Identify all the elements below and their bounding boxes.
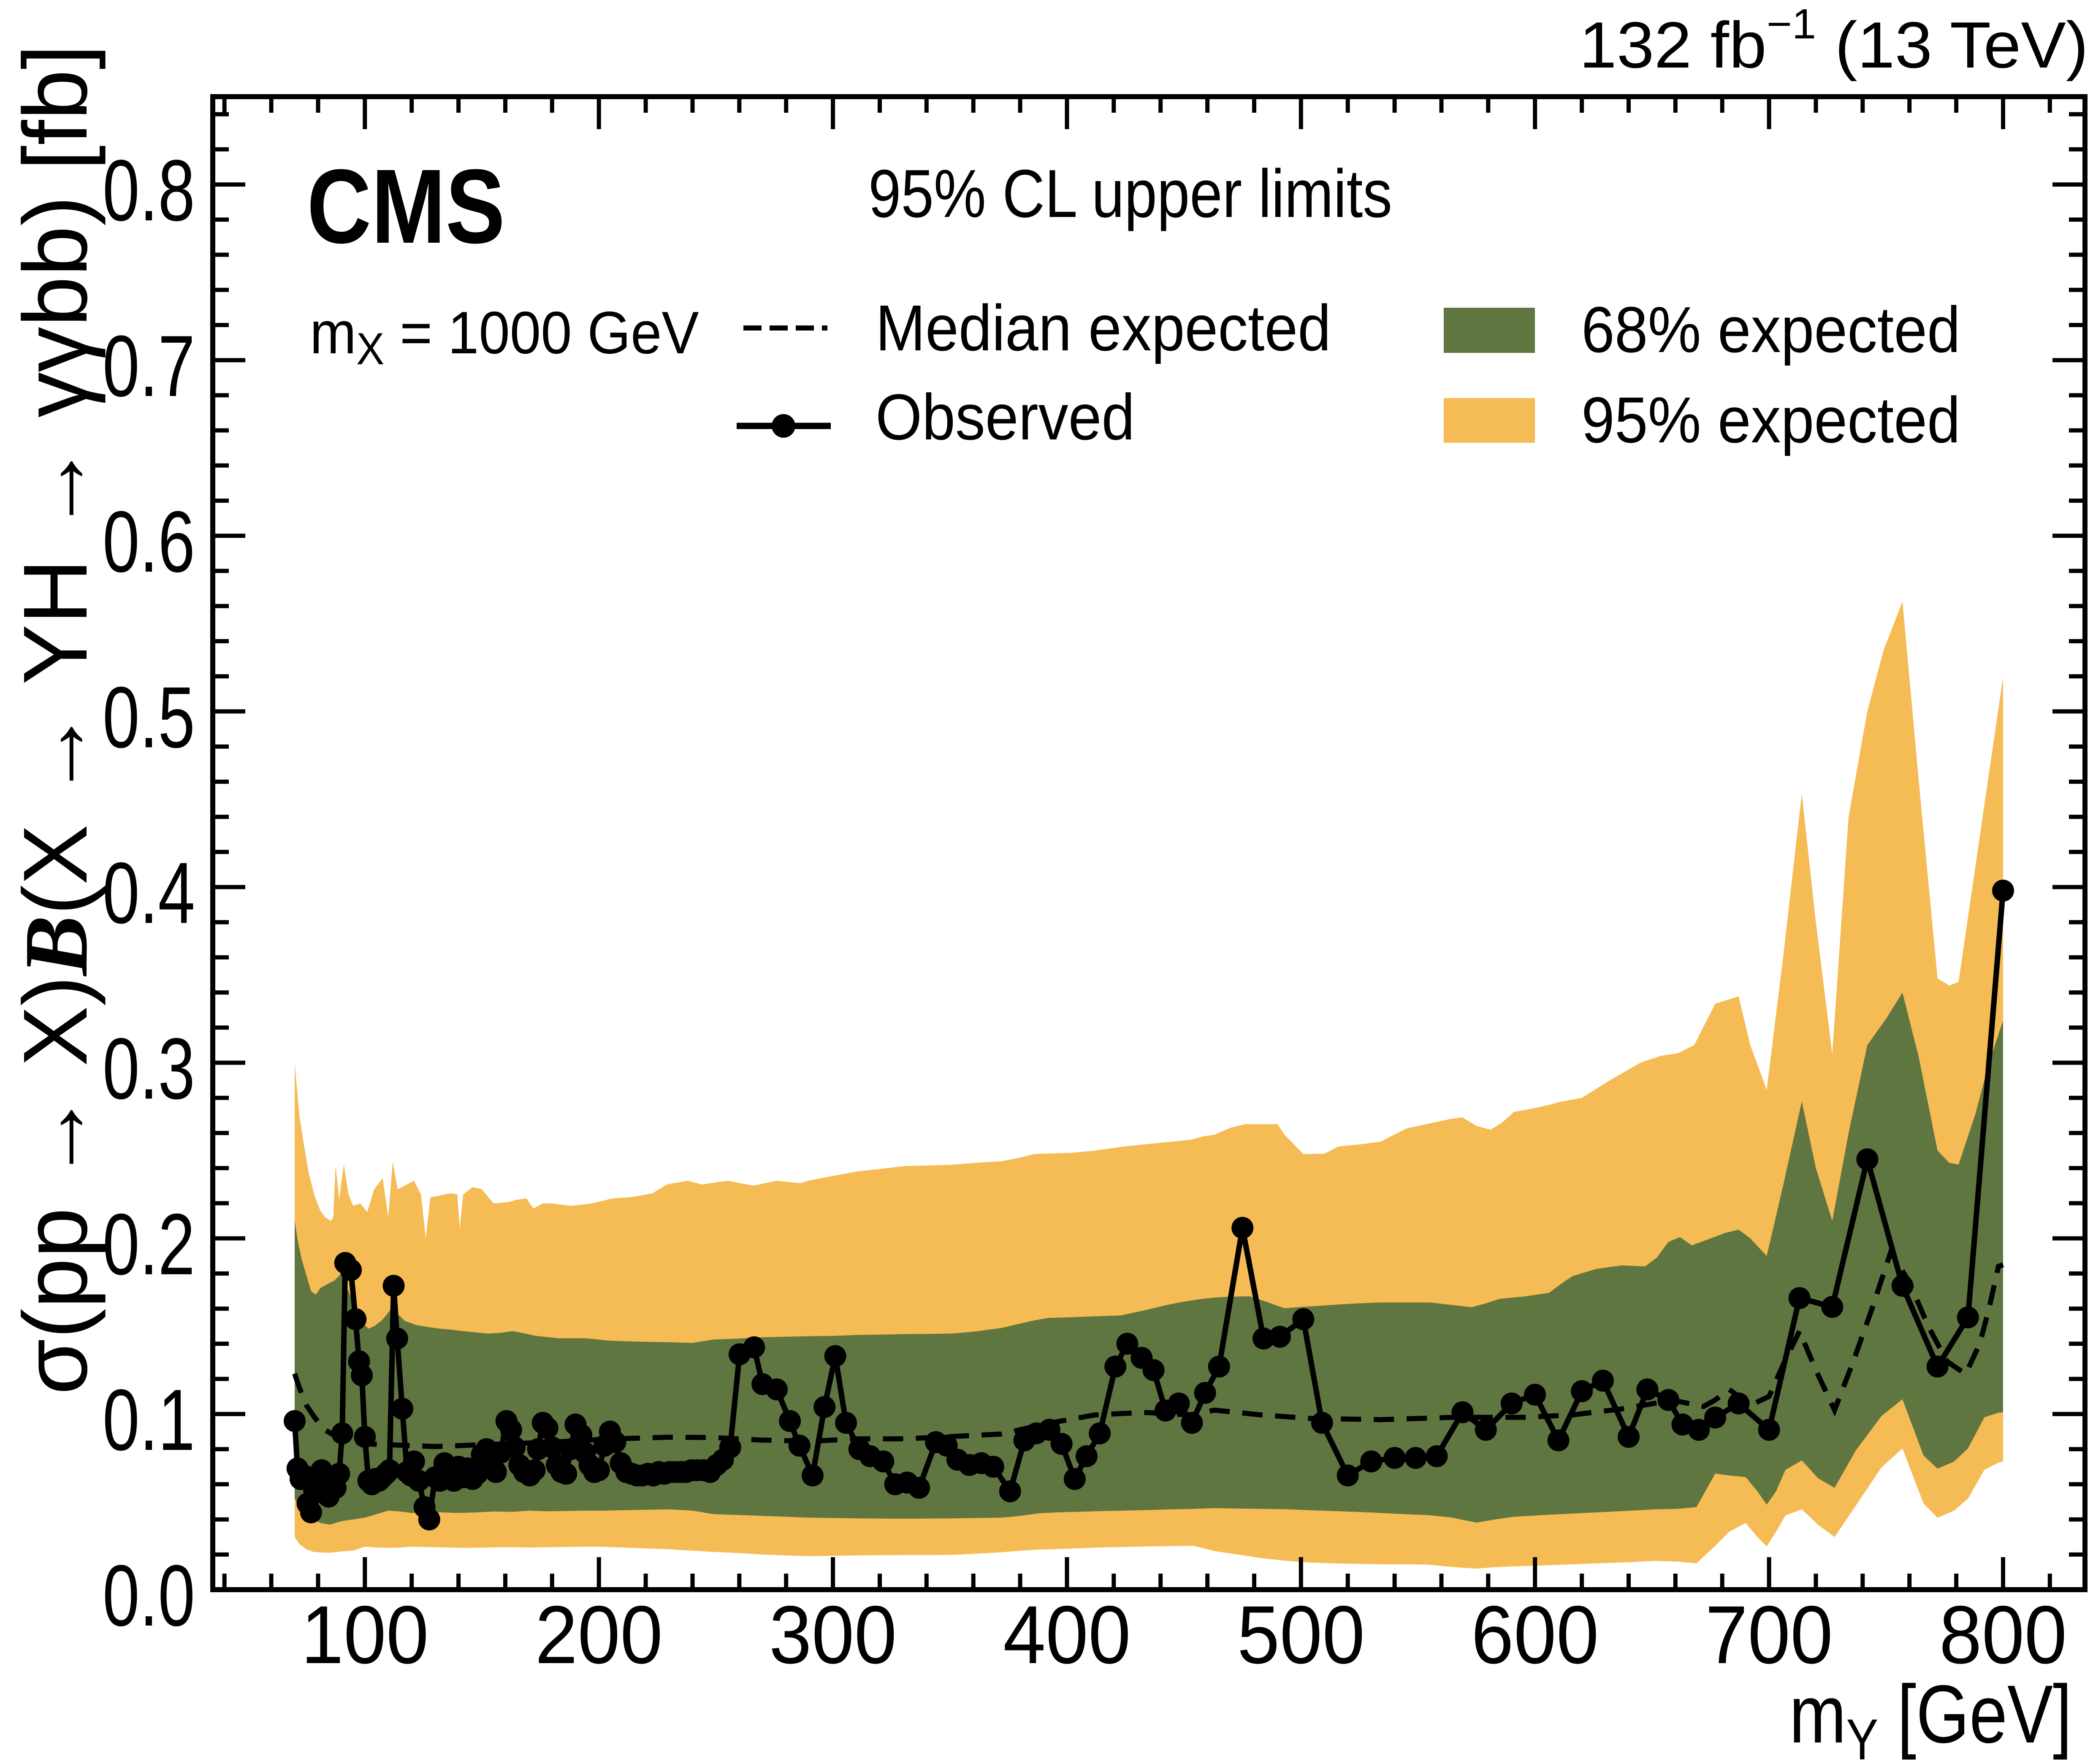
svg-text:Observed: Observed bbox=[876, 381, 1135, 454]
svg-text:100: 100 bbox=[301, 1589, 429, 1680]
svg-text:68% expected: 68% expected bbox=[1581, 294, 1960, 366]
svg-text:0.6: 0.6 bbox=[103, 493, 195, 590]
svg-text:0.7: 0.7 bbox=[103, 317, 195, 415]
svg-text:0.1: 0.1 bbox=[103, 1371, 195, 1468]
svg-text:0.3: 0.3 bbox=[103, 1020, 195, 1117]
svg-text:500: 500 bbox=[1237, 1589, 1365, 1680]
svg-text:400: 400 bbox=[1003, 1589, 1131, 1680]
svg-text:mY [GeV]: mY [GeV] bbox=[1789, 1668, 2072, 1764]
svg-text:σ(pp → X)B(X → YH → γγbb) [fb]: σ(pp → X)B(X → YH → γγbb) [fb] bbox=[4, 44, 106, 1395]
svg-text:CMS: CMS bbox=[307, 147, 505, 266]
svg-text:200: 200 bbox=[535, 1589, 663, 1680]
svg-text:0.2: 0.2 bbox=[103, 1195, 195, 1293]
svg-text:95% expected: 95% expected bbox=[1581, 384, 1960, 457]
svg-text:700: 700 bbox=[1705, 1589, 1833, 1680]
svg-text:800: 800 bbox=[1939, 1589, 2067, 1680]
svg-text:132 fb−1 (13 TeV): 132 fb−1 (13 TeV) bbox=[1579, 0, 2088, 81]
svg-text:300: 300 bbox=[769, 1589, 897, 1680]
svg-text:Median expected: Median expected bbox=[876, 292, 1331, 365]
svg-text:0.0: 0.0 bbox=[103, 1547, 195, 1644]
svg-text:0.8: 0.8 bbox=[103, 142, 195, 239]
svg-text:0.5: 0.5 bbox=[103, 669, 195, 766]
svg-text:600: 600 bbox=[1471, 1589, 1599, 1680]
svg-text:0.4: 0.4 bbox=[103, 844, 195, 941]
svg-text:95% CL upper limits: 95% CL upper limits bbox=[868, 156, 1392, 232]
